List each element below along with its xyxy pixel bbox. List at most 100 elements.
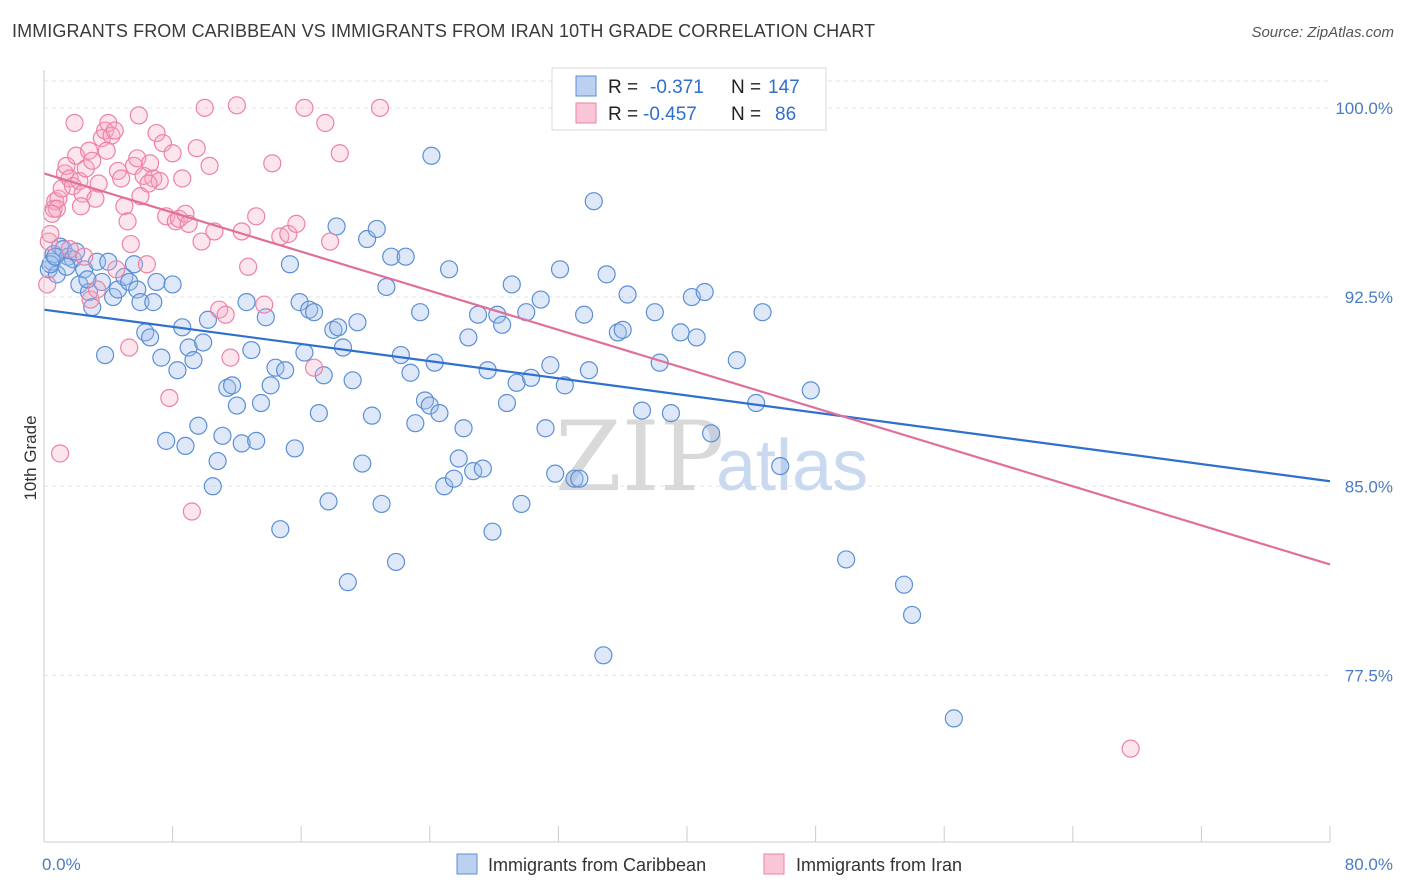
tick-labels: 77.5% 85.0% 92.5% 100.0% 0.0% 80.0% bbox=[42, 99, 1393, 874]
caribbean-point bbox=[353, 454, 372, 473]
caribbean-point bbox=[473, 459, 492, 478]
iran-point bbox=[81, 290, 100, 309]
bottom-legend: Immigrants from Caribbean Immigrants fro… bbox=[456, 853, 962, 875]
caribbean-point bbox=[555, 376, 574, 395]
caribbean-point bbox=[753, 303, 772, 322]
caribbean-point bbox=[333, 338, 353, 357]
caribbean-point bbox=[454, 419, 473, 438]
caribbean-point bbox=[687, 328, 706, 347]
legend-swatch-blue bbox=[575, 75, 597, 97]
caribbean-point bbox=[902, 605, 922, 625]
caribbean-point bbox=[271, 520, 290, 539]
iran-point bbox=[227, 96, 246, 115]
y-tick-label: 85.0% bbox=[1345, 477, 1393, 496]
iran-point bbox=[107, 260, 126, 279]
legend-frame bbox=[551, 67, 827, 131]
caribbean-point bbox=[198, 310, 218, 329]
bottom-legend-swatch-pink bbox=[763, 853, 785, 875]
caribbean-point bbox=[300, 300, 319, 319]
iran-point bbox=[316, 113, 335, 133]
caribbean-point bbox=[261, 376, 280, 395]
iran-point bbox=[247, 207, 266, 226]
caribbean-point bbox=[218, 378, 237, 397]
caribbean-point bbox=[406, 414, 425, 433]
iran-point bbox=[97, 141, 116, 160]
bottom-legend-iran: Immigrants from Iran bbox=[796, 855, 962, 875]
iran-point bbox=[42, 204, 62, 223]
caribbean-point bbox=[597, 265, 616, 284]
caribbean-point bbox=[95, 345, 115, 365]
iran-point bbox=[263, 154, 282, 173]
source-label: Source: ZipAtlas.com bbox=[1251, 24, 1394, 41]
iran-point bbox=[321, 232, 340, 251]
legend-n-label-1: N = bbox=[731, 77, 761, 98]
caribbean-point bbox=[327, 217, 346, 236]
caribbean-point bbox=[435, 477, 454, 496]
iran-point bbox=[140, 154, 160, 173]
caribbean-point bbox=[550, 260, 570, 279]
caribbean-point bbox=[541, 356, 560, 375]
caribbean-point bbox=[468, 305, 488, 324]
legend-n-label-2: N = bbox=[731, 104, 761, 125]
caribbean-point bbox=[194, 333, 213, 352]
caribbean-point bbox=[645, 303, 664, 322]
iran-point bbox=[47, 199, 66, 218]
iran-point bbox=[137, 255, 156, 274]
caribbean-point bbox=[439, 260, 459, 279]
caribbean-point bbox=[144, 293, 163, 312]
iran-point bbox=[216, 305, 235, 324]
iran-point bbox=[120, 338, 139, 357]
caribbean-point bbox=[411, 303, 430, 322]
caribbean-point bbox=[579, 361, 599, 380]
caribbean-point bbox=[329, 318, 348, 337]
iran-point bbox=[239, 257, 258, 276]
caribbean-point bbox=[459, 328, 478, 347]
caribbean-point bbox=[493, 315, 512, 334]
iran-point bbox=[50, 444, 70, 463]
caribbean-point bbox=[837, 550, 856, 569]
caribbean-point bbox=[222, 376, 242, 395]
caribbean-point bbox=[242, 340, 261, 360]
caribbean-point bbox=[507, 373, 526, 392]
iran-point bbox=[295, 98, 314, 117]
iran-point bbox=[195, 98, 214, 117]
caribbean-point bbox=[57, 257, 76, 276]
caribbean-point bbox=[401, 363, 420, 382]
caribbean-point bbox=[594, 646, 613, 665]
caribbean-point bbox=[422, 146, 441, 165]
caribbean-point bbox=[430, 404, 449, 423]
iran-point bbox=[182, 502, 201, 521]
caribbean-point bbox=[702, 424, 721, 443]
caribbean-point bbox=[512, 494, 531, 514]
caribbean-trend-line bbox=[43, 308, 1331, 483]
series-iran-points bbox=[38, 96, 1140, 758]
legend-box: R = -0.371 N = 147 R = -0.457 N = 86 bbox=[551, 67, 827, 131]
caribbean-point bbox=[396, 247, 415, 266]
caribbean-point bbox=[304, 303, 324, 322]
iran-point bbox=[370, 98, 390, 117]
legend-r-value-1: -0.371 bbox=[650, 77, 704, 98]
caribbean-point bbox=[46, 247, 65, 266]
caribbean-point bbox=[449, 449, 468, 468]
caribbean-point bbox=[208, 451, 227, 471]
iran-point bbox=[255, 295, 274, 314]
legend-r-label-2: R = bbox=[608, 104, 638, 125]
caribbean-point bbox=[319, 492, 338, 511]
caribbean-point bbox=[570, 469, 589, 488]
iran-point bbox=[330, 144, 349, 163]
caribbean-point bbox=[391, 345, 410, 365]
iran-point bbox=[287, 214, 306, 233]
iran-point bbox=[163, 144, 182, 163]
caribbean-point bbox=[727, 351, 746, 370]
x-tick-label-min: 0.0% bbox=[42, 855, 81, 874]
caribbean-point bbox=[314, 366, 333, 385]
caribbean-point bbox=[386, 552, 406, 572]
caribbean-point bbox=[157, 431, 176, 450]
caribbean-point bbox=[152, 348, 171, 367]
caribbean-point bbox=[584, 192, 603, 211]
iran-point bbox=[160, 388, 179, 408]
y-tick-label: 77.5% bbox=[1345, 666, 1393, 685]
bottom-legend-caribbean: Immigrants from Caribbean bbox=[488, 855, 706, 875]
caribbean-point bbox=[632, 401, 652, 420]
iran-point bbox=[112, 169, 131, 188]
